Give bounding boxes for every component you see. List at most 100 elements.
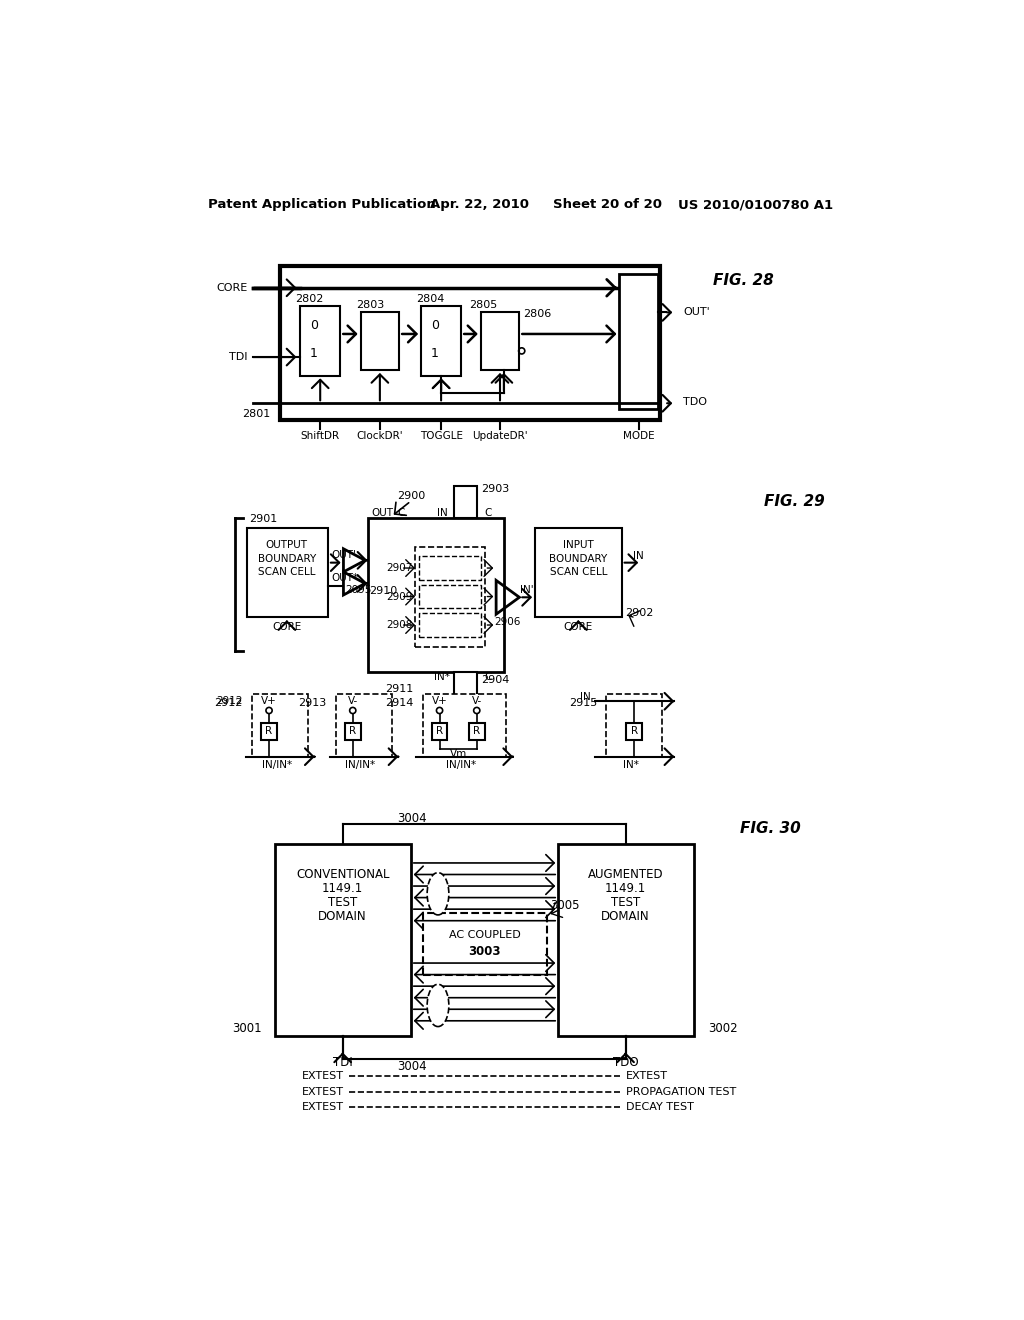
Text: 3001: 3001 xyxy=(231,1022,261,1035)
Text: CONVENTIONAL: CONVENTIONAL xyxy=(296,869,389,880)
Bar xyxy=(421,306,461,376)
Bar xyxy=(606,693,662,756)
Bar xyxy=(275,843,411,1036)
Text: 3002: 3002 xyxy=(708,1022,737,1035)
Text: MODE: MODE xyxy=(623,430,654,441)
Text: 2805: 2805 xyxy=(469,300,497,310)
Text: OUT': OUT' xyxy=(683,306,710,317)
Text: 0: 0 xyxy=(310,319,318,333)
Text: IN: IN xyxy=(436,508,447,519)
Text: 2910: 2910 xyxy=(370,586,398,597)
Text: ClockDR': ClockDR' xyxy=(356,430,403,441)
Text: AC COUPLED: AC COUPLED xyxy=(449,929,520,940)
Bar xyxy=(419,614,480,636)
Text: 1: 1 xyxy=(431,347,439,360)
Text: 1149.1: 1149.1 xyxy=(323,882,364,895)
Text: 2902: 2902 xyxy=(626,607,654,618)
Bar xyxy=(369,517,504,672)
Text: DOMAIN: DOMAIN xyxy=(601,909,650,923)
Text: TDI: TDI xyxy=(228,352,248,362)
Text: 2904: 2904 xyxy=(480,675,509,685)
Text: SCAN CELL: SCAN CELL xyxy=(550,566,607,577)
Text: TDO: TDO xyxy=(612,1056,638,1069)
Text: C: C xyxy=(484,508,493,519)
Text: EXTEST: EXTEST xyxy=(626,1072,668,1081)
Bar xyxy=(280,267,659,420)
Text: CORE: CORE xyxy=(216,282,248,293)
Text: C: C xyxy=(397,508,404,519)
Text: R: R xyxy=(473,726,480,737)
Text: EXTEST: EXTEST xyxy=(301,1086,343,1097)
Text: EXTEST: EXTEST xyxy=(301,1072,343,1081)
Text: OUT: OUT xyxy=(372,508,393,519)
Bar xyxy=(419,557,480,579)
Bar xyxy=(415,548,484,647)
Text: 3005: 3005 xyxy=(550,899,580,912)
Text: 2907: 2907 xyxy=(386,564,413,573)
Text: UpdateDR': UpdateDR' xyxy=(472,430,527,441)
Text: 2801: 2801 xyxy=(243,409,270,418)
Text: OUT': OUT' xyxy=(331,550,356,560)
Text: 2095: 2095 xyxy=(345,585,372,594)
Text: IN*: IN* xyxy=(434,672,450,682)
Text: TEST: TEST xyxy=(328,896,357,908)
Text: Vm: Vm xyxy=(450,748,467,759)
Text: C: C xyxy=(484,672,493,682)
Text: AUGMENTED: AUGMENTED xyxy=(588,869,664,880)
Ellipse shape xyxy=(427,985,449,1027)
Text: 0: 0 xyxy=(431,319,439,333)
Text: Sheet 20 of 20: Sheet 20 of 20 xyxy=(553,198,662,211)
Bar xyxy=(252,693,308,756)
Text: V-: V- xyxy=(472,696,482,706)
Text: IN/IN*: IN/IN* xyxy=(345,760,376,770)
Text: 3004: 3004 xyxy=(397,1060,427,1073)
Text: IN*: IN* xyxy=(623,760,639,770)
Text: 2806: 2806 xyxy=(523,309,552,319)
Text: V+: V+ xyxy=(261,696,276,706)
Text: 2909: 2909 xyxy=(386,591,413,602)
Text: IN: IN xyxy=(633,552,644,561)
Bar xyxy=(627,723,642,739)
Bar xyxy=(336,693,391,756)
Text: IN': IN' xyxy=(520,585,534,594)
Bar xyxy=(469,723,484,739)
Text: R: R xyxy=(265,726,272,737)
Text: CORE: CORE xyxy=(563,622,593,632)
Text: TDI: TDI xyxy=(333,1056,352,1069)
Text: 2911: 2911 xyxy=(385,684,414,694)
Text: TDO: TDO xyxy=(683,397,707,408)
Text: 2912: 2912 xyxy=(214,698,243,708)
Bar xyxy=(345,723,360,739)
Text: BOUNDARY: BOUNDARY xyxy=(549,554,607,564)
Ellipse shape xyxy=(427,873,449,915)
Bar xyxy=(423,693,506,756)
Text: Apr. 22, 2010: Apr. 22, 2010 xyxy=(430,198,529,211)
Text: 2803: 2803 xyxy=(355,300,384,310)
Text: 2802: 2802 xyxy=(295,293,324,304)
Text: 2912: 2912 xyxy=(216,696,243,706)
Bar xyxy=(535,528,622,616)
Text: IN/IN*: IN/IN* xyxy=(262,760,292,770)
Text: V+: V+ xyxy=(432,696,447,706)
Text: V-: V- xyxy=(347,696,357,706)
Text: 2903: 2903 xyxy=(480,484,509,495)
Text: R: R xyxy=(436,726,443,737)
Text: FIG. 30: FIG. 30 xyxy=(740,821,801,836)
Bar xyxy=(454,672,477,705)
Text: INPUT: INPUT xyxy=(563,540,594,550)
Bar xyxy=(454,486,477,517)
Text: DOMAIN: DOMAIN xyxy=(318,909,367,923)
Text: IN/IN*: IN/IN* xyxy=(446,760,476,770)
Text: 2901: 2901 xyxy=(249,513,278,524)
Text: EXTEST: EXTEST xyxy=(301,1102,343,1111)
Bar xyxy=(480,313,519,370)
Bar xyxy=(423,913,547,974)
Text: FIG. 29: FIG. 29 xyxy=(764,494,824,508)
Bar xyxy=(419,585,480,609)
Text: TEST: TEST xyxy=(611,896,640,908)
Text: R: R xyxy=(349,726,356,737)
Bar xyxy=(558,843,693,1036)
Text: 1149.1: 1149.1 xyxy=(605,882,646,895)
Text: TOGGLE: TOGGLE xyxy=(420,430,463,441)
Text: US 2010/0100780 A1: US 2010/0100780 A1 xyxy=(678,198,834,211)
